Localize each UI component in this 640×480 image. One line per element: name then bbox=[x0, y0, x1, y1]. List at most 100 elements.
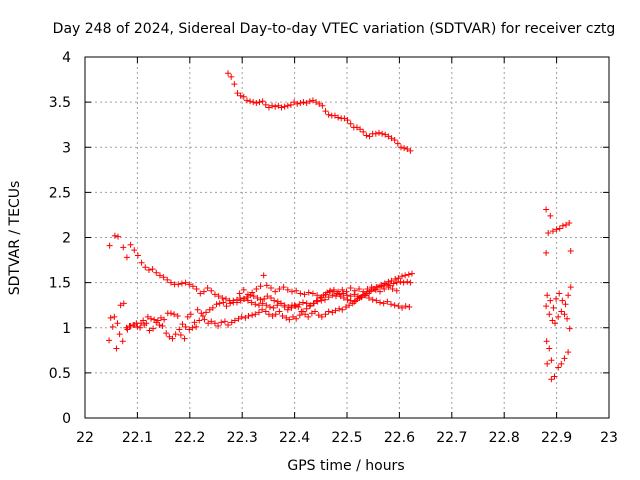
data-point bbox=[253, 285, 260, 292]
data-point bbox=[397, 278, 404, 285]
x-tick-label: 22.6 bbox=[384, 430, 415, 446]
data-point bbox=[256, 99, 263, 106]
data-point bbox=[270, 304, 277, 311]
data-point bbox=[368, 287, 375, 294]
data-point bbox=[309, 97, 316, 104]
data-point bbox=[553, 226, 560, 233]
data-point bbox=[548, 376, 555, 383]
data-point bbox=[181, 335, 188, 342]
data-point bbox=[562, 301, 569, 308]
data-point bbox=[255, 302, 262, 309]
data-point bbox=[191, 319, 198, 326]
data-point bbox=[391, 302, 398, 309]
data-point bbox=[194, 306, 201, 313]
data-point bbox=[237, 294, 244, 301]
data-point bbox=[119, 338, 126, 345]
data-point bbox=[307, 302, 314, 309]
data-point bbox=[407, 147, 414, 154]
data-point bbox=[109, 323, 116, 330]
data-point bbox=[297, 290, 304, 297]
data-point bbox=[272, 103, 279, 110]
data-point bbox=[160, 274, 167, 281]
data-point bbox=[107, 314, 114, 321]
data-point bbox=[218, 319, 225, 326]
data-point bbox=[331, 112, 338, 119]
data-point bbox=[163, 330, 170, 337]
data-point bbox=[549, 228, 556, 235]
data-point bbox=[187, 311, 194, 318]
data-point bbox=[313, 99, 320, 106]
data-point bbox=[544, 360, 551, 367]
data-point bbox=[393, 279, 400, 286]
data-point bbox=[151, 316, 158, 323]
data-point bbox=[564, 315, 571, 322]
data-point bbox=[193, 285, 200, 292]
data-point bbox=[227, 300, 234, 307]
data-point bbox=[547, 297, 554, 304]
data-point bbox=[268, 285, 275, 292]
x-tick-label: 22.2 bbox=[174, 430, 205, 446]
data-point bbox=[204, 285, 211, 292]
data-point bbox=[259, 98, 266, 105]
plot-frame bbox=[84, 56, 610, 419]
data-point bbox=[234, 90, 241, 97]
data-point bbox=[561, 311, 568, 318]
data-point bbox=[565, 292, 572, 299]
data-point bbox=[177, 331, 184, 338]
data-point bbox=[342, 303, 349, 310]
y-tick-label: 1 bbox=[62, 321, 71, 337]
data-point bbox=[360, 128, 367, 135]
data-point bbox=[230, 297, 237, 304]
data-point bbox=[242, 314, 249, 321]
data-point bbox=[134, 252, 141, 259]
data-point bbox=[228, 73, 235, 80]
y-tick-label: 3.5 bbox=[49, 95, 71, 111]
data-point bbox=[235, 315, 242, 322]
data-point bbox=[335, 288, 342, 295]
data-point bbox=[203, 309, 210, 316]
data-point bbox=[179, 321, 186, 328]
y-tick-label: 2 bbox=[62, 231, 71, 247]
data-point bbox=[157, 314, 164, 321]
data-point bbox=[114, 320, 121, 327]
data-point bbox=[381, 285, 388, 292]
data-point bbox=[550, 304, 557, 311]
data-point bbox=[205, 320, 212, 327]
data-point bbox=[271, 297, 278, 304]
data-point bbox=[223, 303, 230, 310]
data-point bbox=[156, 272, 163, 279]
data-point bbox=[299, 299, 306, 306]
data-point bbox=[284, 306, 291, 313]
data-point bbox=[303, 305, 310, 312]
data-point bbox=[265, 311, 272, 318]
data-point bbox=[379, 130, 386, 137]
data-point bbox=[137, 324, 144, 331]
data-point bbox=[312, 308, 319, 315]
y-tick-label: 0 bbox=[62, 411, 71, 427]
data-point bbox=[237, 297, 244, 304]
data-point bbox=[296, 301, 303, 308]
data-point bbox=[300, 99, 307, 106]
data-point bbox=[364, 285, 371, 292]
data-point bbox=[319, 102, 326, 109]
data-point bbox=[243, 97, 250, 104]
data-point bbox=[305, 313, 312, 320]
data-point bbox=[340, 290, 347, 297]
data-point bbox=[556, 290, 563, 297]
chart-title: Day 248 of 2024, Sidereal Day-to-day VTE… bbox=[53, 21, 616, 37]
data-point bbox=[559, 222, 566, 229]
data-point bbox=[156, 322, 163, 329]
data-point bbox=[252, 301, 259, 308]
data-point bbox=[381, 280, 388, 287]
data-point bbox=[561, 355, 568, 362]
x-tick-label: 22.4 bbox=[279, 430, 310, 446]
data-point bbox=[315, 312, 322, 319]
data-point bbox=[325, 308, 332, 315]
data-point bbox=[247, 98, 254, 105]
x-tick-label: 22.5 bbox=[331, 430, 362, 446]
data-point bbox=[384, 298, 391, 305]
data-point bbox=[382, 131, 389, 138]
data-point bbox=[283, 314, 290, 321]
data-point bbox=[222, 295, 229, 302]
data-point bbox=[127, 241, 134, 248]
